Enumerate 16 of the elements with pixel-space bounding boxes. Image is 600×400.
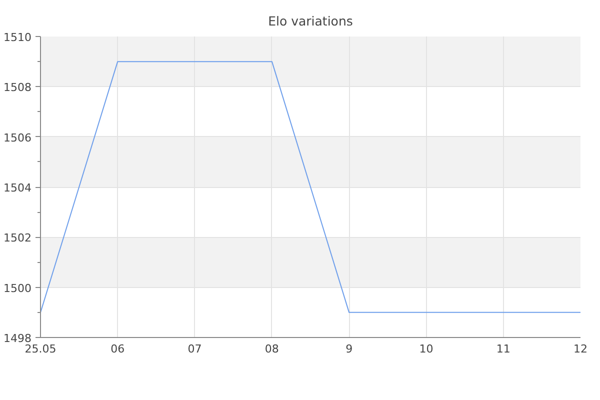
y-tick-label: 1500	[4, 282, 32, 295]
y-tick-label: 1498	[4, 332, 32, 345]
x-tick-label: 06	[110, 342, 125, 356]
x-tick-label: 07	[188, 342, 202, 356]
y-tick-label: 1506	[4, 131, 32, 144]
x-tick-label: 9	[346, 342, 353, 356]
x-tick-label: 11	[496, 342, 510, 356]
y-tick-label: 1504	[4, 182, 32, 194]
y-tick-label: 1510	[4, 31, 32, 44]
chart-title: Elo variations	[268, 14, 353, 28]
y-tick-label: 1502	[4, 232, 32, 245]
x-tick-label: 12	[574, 342, 588, 356]
y-tick-label: 1508	[4, 81, 32, 94]
x-tick-label: 10	[419, 342, 434, 356]
x-tick-label: 08	[264, 342, 279, 356]
x-tick-label: 25.05	[24, 342, 56, 356]
